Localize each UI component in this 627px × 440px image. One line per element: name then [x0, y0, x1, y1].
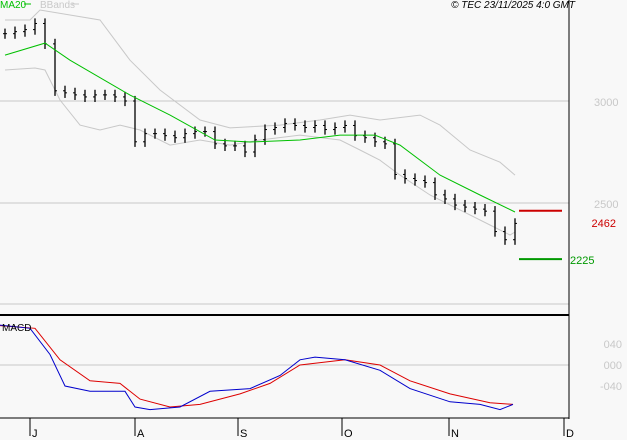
macd-label: MACD: [2, 323, 31, 334]
macd-tick-label: 040: [604, 339, 622, 351]
x-tick-label: O: [344, 428, 353, 440]
price-tick-label: 3000: [594, 97, 618, 109]
x-tick-label: S: [240, 428, 247, 440]
legend-ma20: MA20: [0, 0, 27, 11]
price-tick-label: 2500: [594, 199, 618, 211]
x-tick-label: D: [566, 428, 574, 440]
macd-tick-label: 000: [604, 360, 622, 372]
x-tick-label: J: [32, 428, 38, 440]
legend-bbands: BBands: [40, 0, 75, 11]
x-tick-label: A: [137, 428, 145, 440]
bb-lower-line: [4, 67, 516, 236]
macd-tick-label: -040: [600, 381, 622, 393]
copyright-timestamp: © TEC 23/11/2025 4:0 GMT: [451, 0, 576, 11]
support-level-label: 2225: [570, 255, 594, 267]
bb-upper-line: [5, 9, 516, 176]
ma20-line: [4, 42, 516, 213]
macd-signal-line: [0, 325, 514, 408]
resistance-level-label: 2462: [592, 218, 616, 230]
macd-line: [0, 324, 514, 411]
x-tick-label: N: [451, 428, 459, 440]
